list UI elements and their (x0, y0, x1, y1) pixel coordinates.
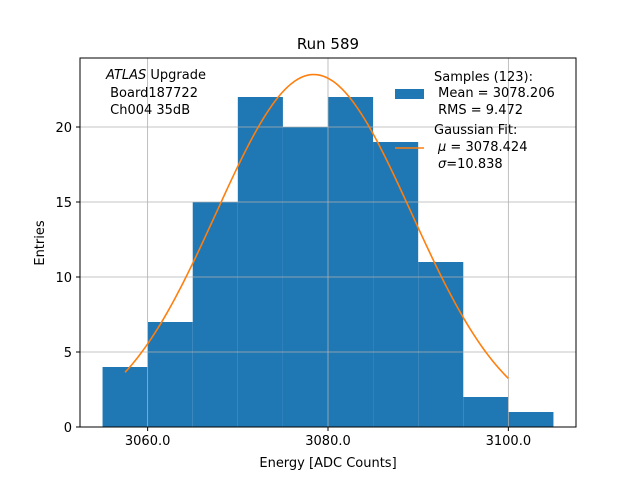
annotation-line-2: Board187722 (106, 86, 198, 101)
annotation-atlas: ATLAS (105, 68, 146, 83)
y-tick-label-3: 10 (55, 271, 72, 286)
detector-annotation: ATLAS Upgrade Board187722 Ch004 35dB (105, 68, 206, 118)
x-axis-ticks: 3060.0 3080.0 3100.0 (125, 427, 531, 449)
histogram-bar-4 (237, 97, 283, 427)
y-tick-label-5: 20 (55, 121, 72, 136)
y-tick-label-1: 0 (64, 421, 72, 436)
y-tick-label-4: 15 (55, 196, 72, 211)
legend-samples-line-1: Samples (123): (434, 70, 533, 85)
histogram-bar-7 (373, 142, 419, 427)
y-axis-label: Entries (33, 220, 48, 266)
legend-sigma-symbol: σ (438, 157, 447, 172)
x-tick-label-3: 3100.0 (486, 434, 532, 449)
legend-fit-line-2: μ = 3078.424 (437, 140, 527, 155)
legend-mu-symbol: μ (437, 140, 446, 155)
x-tick-label-2: 3080.0 (305, 434, 351, 449)
histogram-bar-1 (102, 367, 148, 427)
annotation-line-1: ATLAS Upgrade (105, 68, 206, 83)
annotation-upgrade: Upgrade (146, 68, 206, 83)
y-axis-ticks: 0 5 10 15 20 (55, 121, 80, 436)
histogram-bar-8 (418, 262, 464, 427)
histogram-bar-6 (328, 97, 374, 427)
annotation-line-3: Ch004 35dB (106, 103, 190, 118)
histogram-bar-9 (463, 397, 509, 427)
gaussian-fit-curve (124, 73, 509, 379)
legend-sigma-value: =10.838 (446, 157, 502, 172)
legend-samples-line-3: RMS = 9.472 (434, 103, 523, 118)
legend-mu-value: = 3078.424 (446, 140, 527, 155)
legend: Samples (123): Mean = 3078.206 RMS = 9.4… (395, 70, 555, 172)
histogram-bar-10 (508, 412, 554, 427)
x-axis-label: Energy [ADC Counts] (259, 456, 396, 471)
legend-fit-line-3: σ=10.838 (438, 157, 503, 172)
y-tick-label-2: 5 (64, 346, 72, 361)
legend-fit-line-1: Gaussian Fit: (434, 123, 517, 138)
legend-samples-swatch (395, 89, 424, 99)
histogram-bar-3 (192, 202, 238, 427)
legend-samples-line-2: Mean = 3078.206 (434, 86, 555, 101)
chart-title: Run 589 (297, 35, 359, 53)
x-tick-label-1: 3060.0 (125, 434, 171, 449)
histogram-bar-2 (147, 322, 193, 427)
